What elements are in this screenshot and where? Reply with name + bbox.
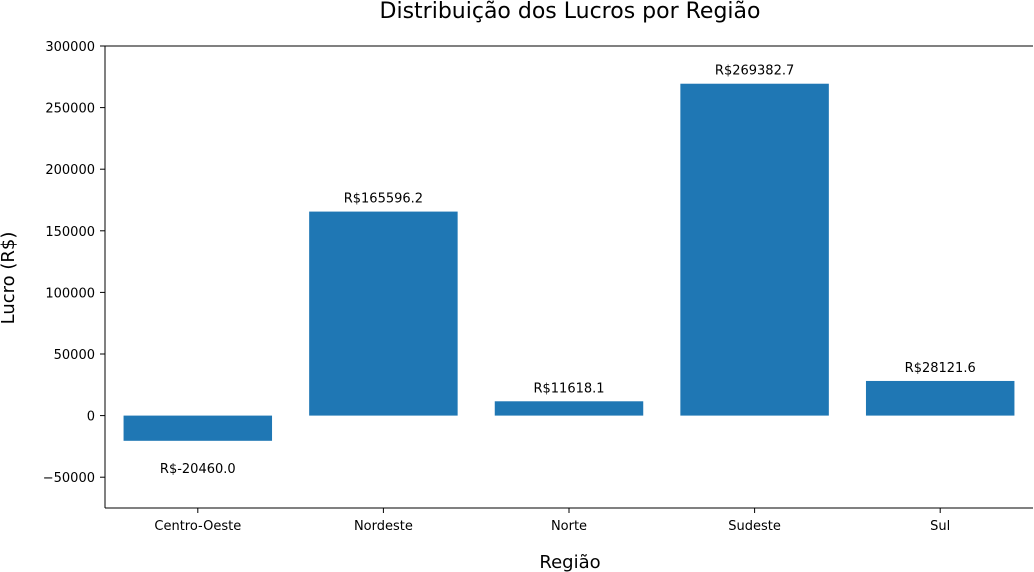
x-tick-label: Sul [930,519,950,534]
y-tick-label: 0 [87,410,95,425]
x-tick-label: Nordeste [354,519,413,534]
data-label: R$-20460.0 [160,462,236,477]
y-tick-label: 50000 [54,348,95,363]
x-tick-label: Norte [551,519,587,534]
data-label: R$11618.1 [533,381,604,396]
x-axis: Centro-Oeste Nordeste Norte Sudeste Sul [105,507,1033,534]
y-tick-label: 250000 [45,102,95,117]
y-tick-label: 150000 [45,225,95,240]
y-axis-label: Lucro (R$) [0,232,19,325]
y-tick-label: 100000 [45,286,95,301]
x-tick-label: Centro-Oeste [154,519,241,534]
bar-sul [865,380,1015,416]
bar-sudeste [680,83,829,416]
bar-norte [494,401,644,416]
data-label: R$269382.7 [715,64,794,79]
y-axis: −50000 0 50000 100000 150000 200000 250000 3000… [43,40,1033,508]
y-tick-label: 300000 [45,40,95,55]
bar-nordeste [309,211,458,416]
bar-centro-oeste [123,415,273,441]
plot-area: R$-20460.0 R$165596.2 R$11618.1 R$269382.7 R… [123,64,1015,477]
x-axis-label: Região [539,552,600,572]
y-tick-label: 200000 [45,163,95,178]
data-label: R$165596.2 [344,192,423,207]
chart-title: Distribuição dos Lucros por Região [380,0,761,24]
data-label: R$28121.6 [905,361,976,376]
x-tick-label: Sudeste [728,519,781,534]
y-tick-label: −50000 [43,471,95,486]
